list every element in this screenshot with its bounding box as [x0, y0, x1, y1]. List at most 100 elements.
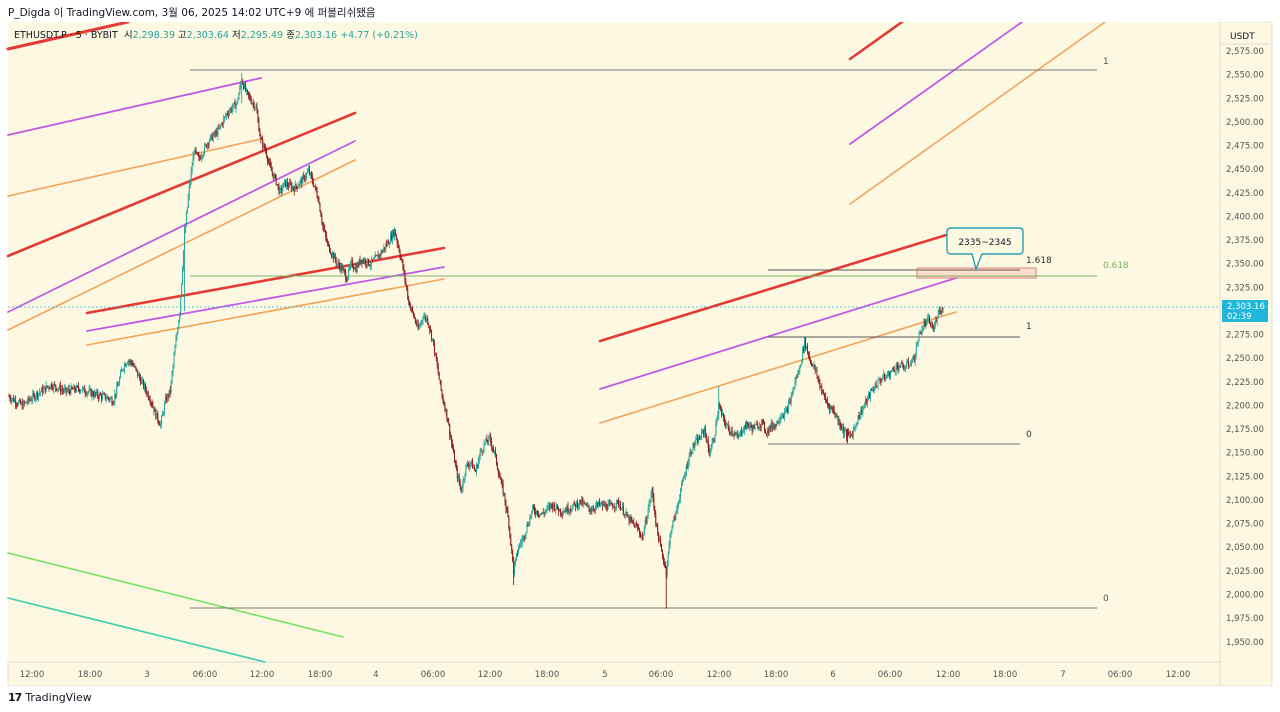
candle-body	[308, 168, 310, 172]
candle-body	[160, 423, 162, 426]
candle-body	[163, 403, 165, 413]
candle-body	[203, 153, 205, 156]
candle-body	[40, 387, 42, 392]
change-value: +4.77 (+0.21%)	[340, 30, 418, 41]
candle-body	[857, 415, 859, 424]
fib-label-small-1618: 1.618	[1026, 256, 1052, 266]
candle-body	[62, 390, 64, 392]
candle-body	[281, 187, 283, 191]
symbol-name[interactable]: ETHUSDT.P · 5 · BYBIT	[14, 30, 118, 41]
candle-body	[472, 460, 474, 469]
candle-body	[794, 381, 796, 387]
price-tick-label: 2,475.00	[1226, 142, 1264, 152]
price-tick-label: 2,050.00	[1226, 543, 1264, 553]
candle-body	[217, 128, 219, 136]
candle-body	[198, 155, 200, 158]
candle-body	[188, 185, 190, 197]
candle-body	[695, 439, 697, 444]
candlestick-series	[8, 72, 944, 609]
time-tick-label: 06:00	[421, 670, 446, 680]
candle-body	[411, 307, 413, 312]
fib-label-big-0618: 0.618	[1103, 261, 1129, 271]
candle-body	[142, 380, 144, 388]
candle-body	[37, 392, 39, 398]
candle-body	[370, 259, 372, 266]
price-tick-label: 2,525.00	[1226, 94, 1264, 104]
candle-body	[61, 389, 63, 391]
candle-body	[752, 425, 754, 432]
candle-body	[746, 421, 748, 425]
candle-body	[377, 254, 379, 259]
candle-body	[762, 420, 764, 422]
candle-body	[189, 181, 191, 186]
candle-body	[614, 507, 616, 508]
candle-body	[372, 258, 374, 261]
candle-body	[640, 536, 642, 538]
candle-body	[595, 506, 597, 510]
candle-body	[585, 504, 587, 506]
price-axis-panel[interactable]	[1219, 21, 1273, 687]
candle-body	[370, 265, 372, 267]
tradingview-logo[interactable]: 17 TradingView	[8, 691, 92, 704]
candle-body	[186, 207, 188, 214]
candle-body	[584, 503, 586, 505]
candle-body	[842, 427, 844, 429]
candle-body	[422, 318, 424, 321]
candle-body	[900, 362, 902, 368]
candle-body	[623, 514, 625, 516]
candle-body	[15, 399, 17, 405]
candle-body	[150, 402, 152, 404]
candle-body	[216, 131, 218, 136]
trendline-orange-3	[86, 278, 445, 346]
candle-body	[580, 498, 582, 504]
candle-body	[632, 520, 634, 523]
candle-body	[757, 424, 759, 429]
candle-body	[112, 403, 114, 405]
candle-body	[328, 244, 330, 252]
candle-body	[237, 99, 239, 102]
candle-body	[701, 431, 703, 439]
candle-body	[185, 213, 187, 226]
candle-body	[413, 316, 415, 319]
time-axis-panel[interactable]	[7, 661, 1221, 687]
candle-body	[386, 244, 388, 246]
candle-body	[577, 501, 579, 508]
candle-body	[302, 175, 304, 184]
candle-body	[190, 171, 192, 182]
candle-body	[361, 259, 363, 263]
candle-body	[474, 467, 476, 470]
candle-body	[385, 244, 387, 249]
candle-body	[462, 479, 464, 489]
candle-body	[484, 442, 486, 444]
candle-body	[619, 504, 621, 510]
price-tick-label: 2,450.00	[1226, 165, 1264, 175]
candle-body	[439, 379, 441, 381]
candle-body	[872, 389, 874, 391]
candle-body	[398, 246, 400, 252]
candle-body	[338, 262, 340, 266]
candle-body	[784, 411, 786, 418]
candle-body	[32, 393, 34, 400]
candle-body	[149, 400, 151, 403]
candle-body	[208, 140, 210, 145]
candle-body	[663, 562, 665, 565]
candle-body	[643, 528, 645, 536]
candle-body	[207, 143, 209, 145]
candle-body	[893, 369, 895, 372]
candle-body	[597, 503, 599, 506]
candle-body	[785, 408, 787, 411]
candle-body	[861, 409, 863, 414]
candle-body	[257, 113, 259, 120]
candle-body	[750, 424, 752, 428]
candle-body	[434, 353, 436, 354]
candle-body	[740, 430, 742, 433]
candle-body	[306, 173, 308, 178]
candle-body	[561, 514, 563, 515]
candle-body	[829, 406, 831, 410]
candle-body	[906, 363, 908, 368]
candle-body	[105, 398, 107, 400]
candle-body	[523, 536, 525, 539]
candle-body	[420, 321, 422, 325]
high-value: 2,303.64	[186, 30, 229, 41]
